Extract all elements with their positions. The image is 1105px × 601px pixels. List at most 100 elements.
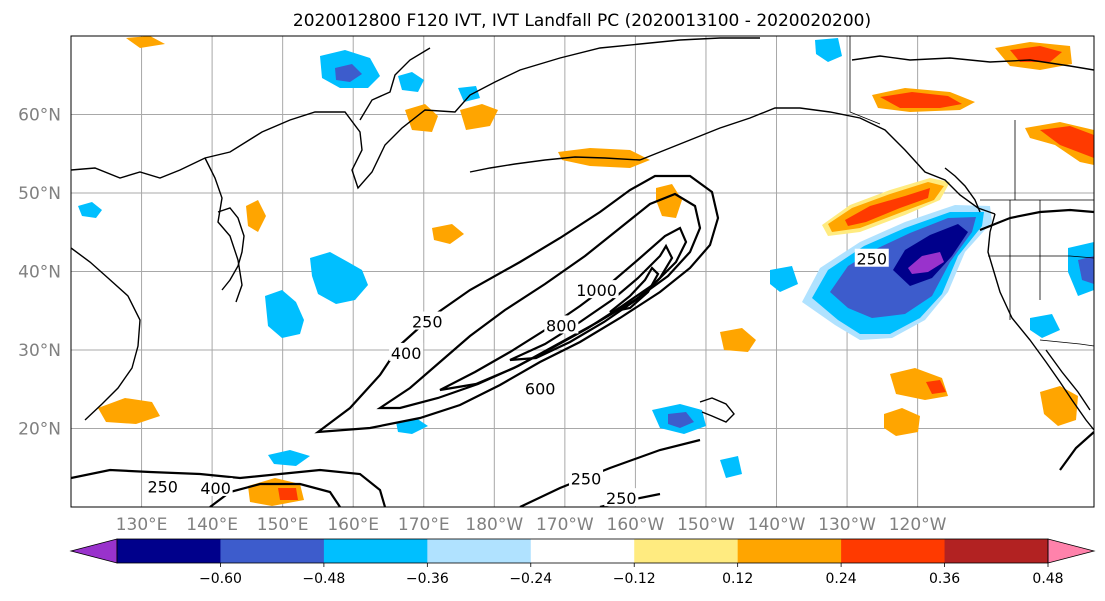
lon-label-2: 150°E [257,515,309,535]
colorbar-segment-6 [634,539,739,563]
lat-label-0: 60°N [18,106,61,126]
colorbar-segment-2 [220,539,325,563]
colorbar-label-3: −0.24 [509,571,552,587]
coast-northamerica [987,213,1094,431]
contour-label-8: 250 [571,470,602,489]
contour-label-bg-4 [574,280,619,299]
colorbar-label-1: −0.48 [302,571,345,587]
pos-anomaly-ne2-core [1040,126,1094,158]
contour-label-bg-3 [544,315,579,334]
neg-anomaly-w14 [458,86,480,102]
pos-anomaly-central6 [884,408,920,436]
pos-anomaly-central2 [656,184,682,218]
colorbar-segment-3 [323,539,428,563]
colorbar-label-6: 0.24 [826,571,857,587]
contour-label-4: 1000 [576,281,617,300]
pos-anomaly-central3 [432,224,464,244]
pos-anomaly-ne1-core [880,92,962,108]
border-alaska-canada [849,36,881,125]
ivt-contour-600 [439,226,688,392]
contour-label-bg-0 [410,311,445,330]
colorbar-segment-5 [530,539,635,563]
coast-asia-east [204,157,243,303]
lon-label-3: 160°E [327,515,379,535]
lat-label-1: 50°N [18,184,61,204]
neg-anomaly-w12 [720,456,742,478]
neg-anomaly-w2 [265,290,304,338]
neg-anomaly-w1 [310,252,368,304]
contour-label-bg-5 [854,248,889,267]
lon-label-0: 130°E [116,515,168,535]
ivt-contour-1000 [609,266,660,314]
pos-anomaly-central11-core [278,488,298,500]
figure-title: 2020012800 F120 IVT, IVT Landfall PC (20… [293,11,871,31]
colorbar-label-7: 0.36 [929,571,960,587]
ivt-contour-800 [509,243,674,362]
colorbar-segment-4 [427,539,532,563]
colorbar: −0.60 −0.48 −0.36 −0.24 −0.12 0.12 0.24 0.36 0.4… [69,538,1096,587]
borders [849,36,1094,347]
contour-label-1: 400 [391,344,422,363]
colorbar-label-0: −0.60 [199,571,242,587]
colorbar-label-2: −0.36 [406,571,449,587]
lat-label-4: 20°N [18,420,61,440]
lon-label-11: 120°W [889,515,947,535]
neg-anomaly-w9 [770,266,798,292]
map-frame [70,35,1095,508]
pos-anomaly-central5-core [926,380,946,394]
longitude-labels: 130°E 140°E 150°E 160°E 170°E 180°W 170°W 160°W… [116,515,947,535]
lon-label-7: 160°W [607,515,665,535]
contour-label-2: 600 [525,379,556,398]
contour-label-5: 250 [856,250,887,269]
neg-anomaly-w11 [1030,314,1060,338]
coast-baja [1045,349,1091,411]
pos-anomaly-central13 [246,200,266,232]
neg-anomaly-w13 [268,450,310,466]
neg-anomaly-w3-core [335,64,362,82]
coast-china [71,247,141,421]
colorbar-segment-9 [944,539,1049,563]
neg-anomaly-w4 [398,72,424,92]
pos-anomaly-central4 [720,328,756,352]
ivt-contour-250-ne [979,208,1094,232]
border-us-mexico [1039,339,1094,347]
lon-label-9: 140°W [748,515,806,535]
colorbar-segment-7 [737,539,842,563]
border-state-4 [1040,255,1094,259]
contour-label-7: 400 [200,479,231,498]
lon-label-10: 130°W [818,515,876,535]
contour-label-bg-1 [389,342,424,361]
coast-japan [217,207,245,291]
pos-anomaly-central10 [98,398,160,424]
neg-anomaly-core [908,252,944,274]
lon-label-8: 150°W [677,515,735,535]
latitude-labels: 60°N 50°N 40°N 30°N 20°N [18,106,61,440]
pos-anomaly-ne3-core [1010,46,1062,62]
lon-label-5: 180°W [465,515,523,535]
contour-label-6: 250 [147,477,178,496]
colorbar-label-4: −0.12 [613,571,656,587]
lat-label-3: 30°N [18,341,61,361]
coast-aleutians [469,156,641,173]
pos-anomaly-central12 [126,36,165,48]
pos-anomaly-band-core [845,188,930,226]
colorbar-segment-1 [117,539,221,563]
pc-shading [78,36,1094,506]
coast-arctic [851,55,1094,71]
lon-label-4: 170°E [398,515,450,535]
contour-label-bg-2 [523,378,558,397]
coast-alaska [639,107,996,215]
colorbar-extend-max [1047,538,1096,564]
contour-label-9: 250 [606,489,637,508]
lon-label-1: 140°E [186,515,238,535]
colorbar-frame [116,538,1049,564]
coast-bc-islands [944,167,981,213]
neg-anomaly-w8 [815,38,842,62]
colorbar-label-5: 0.12 [722,571,753,587]
contour-label-bg-9 [604,488,639,507]
ivt-contour-250-south-c [519,438,701,507]
ivt-contour-250-south-w [71,468,387,507]
